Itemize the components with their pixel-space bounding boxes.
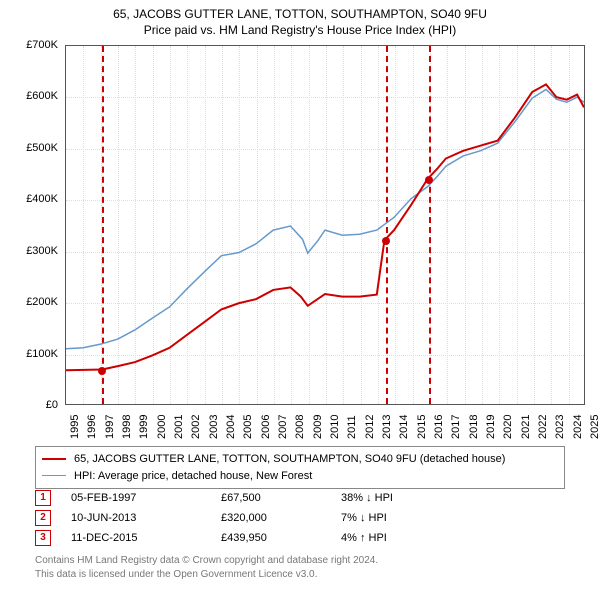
events-table: 1 05-FEB-1997£67,50038% ↓ HPI 2 10-JUN-2013… [35, 488, 565, 548]
x-tick-label: 2008 [294, 415, 306, 439]
x-tick-label: 2016 [433, 415, 445, 439]
legend-row: 65, JACOBS GUTTER LANE, TOTTON, SOUTHAMP… [42, 451, 558, 468]
event-date: 05-FEB-1997 [71, 492, 221, 504]
legend-label: 65, JACOBS GUTTER LANE, TOTTON, SOUTHAMP… [74, 451, 505, 468]
title-line-1: 65, JACOBS GUTTER LANE, TOTTON, SOUTHAMP… [0, 6, 600, 22]
y-tick-label: £700K [0, 39, 58, 51]
x-tick-label: 2003 [208, 415, 220, 439]
footer-line-2: This data is licensed under the Open Gov… [35, 568, 565, 582]
series-svg [66, 46, 584, 404]
x-tick-label: 2019 [485, 415, 497, 439]
x-tick-label: 2021 [520, 415, 532, 439]
plot-area [65, 45, 585, 405]
x-tick-label: 2023 [554, 415, 566, 439]
x-tick-label: 1996 [86, 415, 98, 439]
x-tick-label: 2022 [537, 415, 549, 439]
events-table-row: 3 11-DEC-2015£439,9504% ↑ HPI [35, 528, 565, 548]
x-tick-label: 2020 [502, 415, 514, 439]
event-marker: 1 [35, 490, 51, 506]
event-point [382, 237, 390, 245]
x-tick-label: 2002 [190, 415, 202, 439]
x-tick-label: 2006 [260, 415, 272, 439]
title-line-2: Price paid vs. HM Land Registry's House … [0, 22, 600, 38]
x-tick-label: 1999 [138, 415, 150, 439]
x-tick-label: 2007 [277, 415, 289, 439]
x-tick-label: 2012 [364, 415, 376, 439]
event-price: £439,950 [221, 532, 341, 544]
y-tick-label: £100K [0, 348, 58, 360]
y-tick-label: £0 [0, 399, 58, 411]
y-tick-label: £500K [0, 142, 58, 154]
legend-swatch [42, 475, 66, 476]
event-delta: 7% ↓ HPI [341, 512, 461, 524]
y-tick-label: £400K [0, 193, 58, 205]
x-tick-label: 2005 [242, 415, 254, 439]
x-tick-label: 2000 [156, 415, 168, 439]
x-tick-label: 1997 [104, 415, 116, 439]
x-tick-label: 2017 [450, 415, 462, 439]
footer-line-1: Contains HM Land Registry data © Crown c… [35, 554, 565, 568]
x-tick-label: 2011 [346, 415, 358, 439]
event-price: £320,000 [221, 512, 341, 524]
legend: 65, JACOBS GUTTER LANE, TOTTON, SOUTHAMP… [35, 446, 565, 489]
x-tick-label: 2024 [572, 415, 584, 439]
event-point [425, 176, 433, 184]
x-tick-label: 2004 [225, 415, 237, 439]
events-table-row: 1 05-FEB-1997£67,50038% ↓ HPI [35, 488, 565, 508]
x-tick-label: 2010 [329, 415, 341, 439]
series-line-price_paid [66, 84, 584, 370]
event-delta: 38% ↓ HPI [341, 492, 461, 504]
x-tick-label: 2009 [312, 415, 324, 439]
event-price: £67,500 [221, 492, 341, 504]
y-tick-label: £200K [0, 296, 58, 308]
event-date: 10-JUN-2013 [71, 512, 221, 524]
legend-row: HPI: Average price, detached house, New … [42, 468, 558, 485]
x-tick-label: 2013 [381, 415, 393, 439]
x-tick-label: 1998 [121, 415, 133, 439]
event-delta: 4% ↑ HPI [341, 532, 461, 544]
x-tick-label: 1995 [69, 415, 81, 439]
x-tick-label: 2015 [416, 415, 428, 439]
x-tick-label: 2001 [173, 415, 185, 439]
title-block: 65, JACOBS GUTTER LANE, TOTTON, SOUTHAMP… [0, 0, 600, 38]
event-marker: 3 [35, 530, 51, 546]
x-tick-label: 2018 [468, 415, 480, 439]
event-marker: 2 [35, 510, 51, 526]
attribution-footer: Contains HM Land Registry data © Crown c… [35, 554, 565, 581]
event-date: 11-DEC-2015 [71, 532, 221, 544]
x-tick-label: 2025 [589, 415, 600, 439]
events-table-row: 2 10-JUN-2013£320,0007% ↓ HPI [35, 508, 565, 528]
legend-label: HPI: Average price, detached house, New … [74, 468, 312, 485]
legend-swatch [42, 458, 66, 460]
y-tick-label: £600K [0, 90, 58, 102]
chart-container: 65, JACOBS GUTTER LANE, TOTTON, SOUTHAMP… [0, 0, 600, 590]
y-tick-label: £300K [0, 245, 58, 257]
x-tick-label: 2014 [398, 415, 410, 439]
event-point [98, 367, 106, 375]
